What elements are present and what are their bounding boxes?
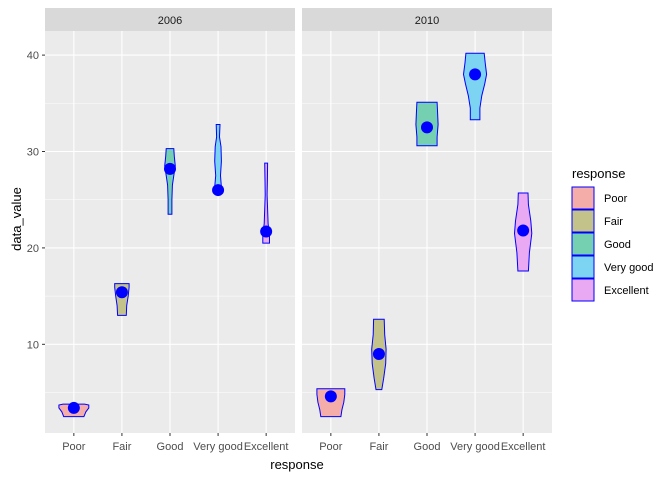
legend-title: response <box>572 166 625 181</box>
y-axis-title: data_value <box>9 187 24 251</box>
x-tick-label-good: Good <box>414 441 441 453</box>
x-tick-label-poor: Poor <box>62 441 86 453</box>
legend-item-excellent: Excellent <box>571 278 649 302</box>
legend-key-good <box>571 232 595 256</box>
mean-point-good-2006 <box>164 162 176 175</box>
y-axis: 10 20 30 40 <box>27 50 45 351</box>
mean-point-very-good-2006 <box>212 184 225 197</box>
x-tick-label-excellent: Excellent <box>501 441 546 453</box>
legend-item-fair: Fair <box>571 209 623 233</box>
violin-very-good-2006 <box>214 124 222 194</box>
y-tick-label: 40 <box>27 50 39 62</box>
x-tick-label-poor: Poor <box>319 441 343 453</box>
y-tick-label: 10 <box>27 339 39 351</box>
legend-key-very-good <box>571 255 595 279</box>
panel-2006: 2006 <box>45 8 295 433</box>
legend-label-very-good: Very good <box>604 262 654 274</box>
legend-item-very-good: Very good <box>571 255 654 279</box>
mean-point-very-good-2010 <box>469 68 482 81</box>
strip-background <box>45 8 295 31</box>
legend-key-excellent <box>571 278 595 302</box>
legend-key-poor <box>571 186 595 210</box>
violin-poor-2010 <box>316 388 346 418</box>
x-axis-title: response <box>270 457 323 472</box>
mean-point-poor-2010 <box>324 390 337 403</box>
legend-item-poor: Poor <box>571 186 628 210</box>
legend-label-fair: Fair <box>604 216 623 228</box>
legend-label-good: Good <box>604 239 631 251</box>
mean-point-excellent-2006 <box>260 225 273 238</box>
y-tick-label: 20 <box>27 243 39 255</box>
legend-key-fair <box>571 209 595 233</box>
strip-label: 2006 <box>158 15 182 27</box>
legend-label-poor: Poor <box>604 193 628 205</box>
x-tick-label-very-good: Very good <box>450 441 500 453</box>
x-tick-label-fair: Fair <box>112 441 131 453</box>
legend-label-excellent: Excellent <box>604 285 649 297</box>
x-axis: Poor Fair Good Very good Excellent Poor Fair Go… <box>62 433 545 453</box>
panels-layer: 2006 2010 <box>45 8 552 433</box>
x-tick-label-very-good: Very good <box>193 441 243 453</box>
legend: response Poor Fair Good Very good Excellent <box>571 166 654 302</box>
mean-point-fair-2010 <box>372 347 385 360</box>
strip-background <box>302 8 552 31</box>
mean-point-fair-2006 <box>115 286 128 299</box>
x-tick-label-excellent: Excellent <box>244 441 289 453</box>
mean-point-good-2010 <box>421 121 433 134</box>
panel-2010: 2010 <box>302 8 552 433</box>
mean-point-poor-2006 <box>67 401 80 414</box>
strip-label: 2010 <box>415 15 439 27</box>
legend-item-good: Good <box>571 232 631 256</box>
x-tick-label-fair: Fair <box>369 441 388 453</box>
y-tick-label: 30 <box>27 147 39 159</box>
x-tick-label-good: Good <box>157 441 184 453</box>
violin-very-good-2010 <box>462 52 488 121</box>
mean-point-excellent-2010 <box>517 224 530 237</box>
